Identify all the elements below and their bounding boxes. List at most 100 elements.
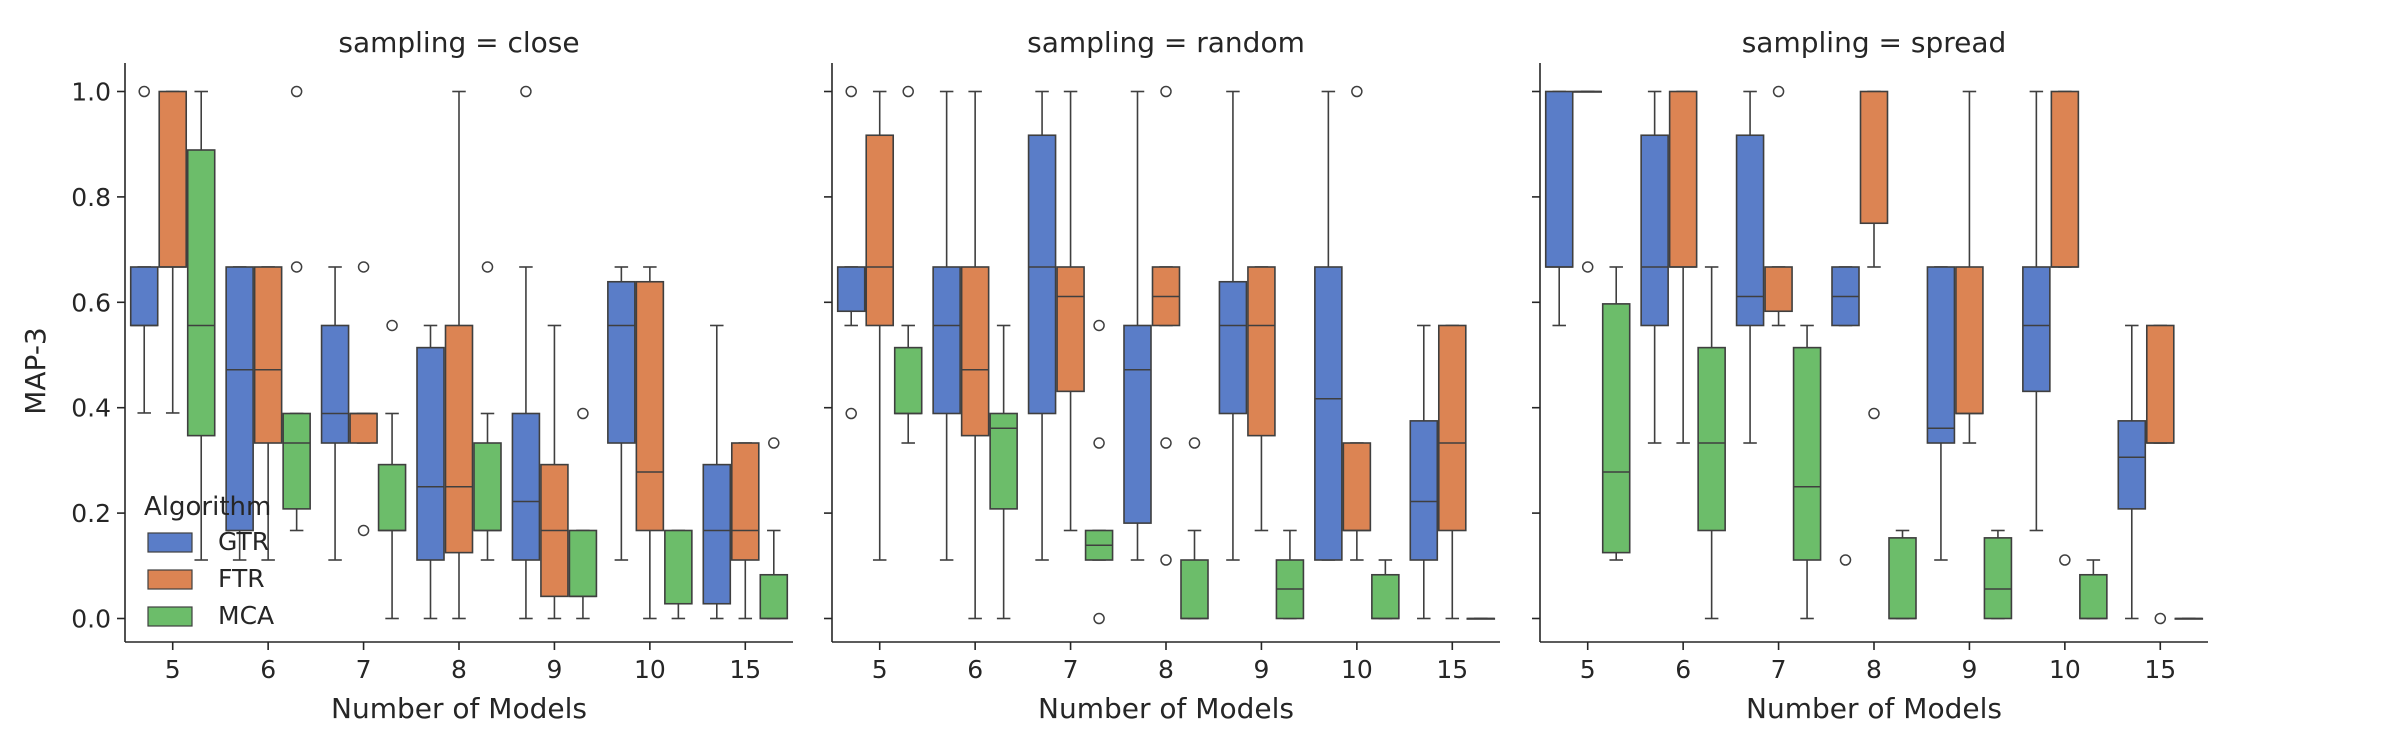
box-mca-6 xyxy=(1697,266,1726,620)
x-axis-label: Number of Models xyxy=(1038,692,1294,725)
y-axis-label: MAP-3 xyxy=(19,327,52,415)
outlier-point xyxy=(2059,554,2071,566)
box-mca-9 xyxy=(1983,529,2013,620)
outlier-point xyxy=(902,85,914,98)
box-body xyxy=(1027,134,1057,415)
box-gtr-5 xyxy=(836,85,866,420)
box-body xyxy=(225,266,254,532)
box-gtr-15 xyxy=(1409,324,1439,620)
x-tick-label: 6 xyxy=(1675,655,1691,684)
box-body xyxy=(158,90,188,268)
box-gtr-5 xyxy=(129,85,159,414)
y-tick-label: 0.4 xyxy=(71,394,111,423)
box-body xyxy=(730,442,760,561)
box-body xyxy=(1247,266,1276,437)
box-ftr-5 xyxy=(1573,90,1603,273)
legend-swatch-mca xyxy=(147,606,193,627)
legend-swatch-ftr xyxy=(147,569,193,590)
box-gtr-8 xyxy=(1123,90,1152,561)
legend: Algorithm GTR FTR MCA xyxy=(144,492,274,630)
box-ftr-9 xyxy=(1247,266,1276,532)
y-tick-label: 1.0 xyxy=(71,78,111,107)
x-tick-label: 8 xyxy=(1866,655,1882,684)
box-ftr-6 xyxy=(253,266,283,561)
outlier-point xyxy=(1160,85,1172,98)
box-gtr-15 xyxy=(2117,324,2147,620)
box-gtr-10 xyxy=(607,266,636,561)
box-body xyxy=(282,412,311,510)
box-mca-15 xyxy=(759,437,789,620)
box-ftr-15 xyxy=(730,442,760,620)
box-gtr-8 xyxy=(416,324,445,620)
box-body xyxy=(836,266,866,313)
x-tick-label: 10 xyxy=(1341,655,1373,684)
outlier-point xyxy=(138,85,150,98)
box-body xyxy=(1218,280,1248,415)
x-tick-label: 5 xyxy=(1580,655,1596,684)
x-tick-label: 8 xyxy=(451,655,467,684)
box-body xyxy=(1697,346,1726,532)
x-tick-label: 10 xyxy=(2049,655,2081,684)
x-tick-label: 6 xyxy=(260,655,276,684)
box-gtr-10 xyxy=(1314,90,1343,561)
box-mca-5 xyxy=(1601,266,1631,561)
outlier-point xyxy=(1160,554,1172,566)
box-gtr-9 xyxy=(1926,266,1956,561)
box-ftr-8 xyxy=(444,90,474,620)
outlier-point xyxy=(1351,85,1363,98)
box-body xyxy=(1668,90,1698,268)
box-gtr-9 xyxy=(511,85,541,620)
box-ftr-6 xyxy=(1668,90,1698,444)
box-body xyxy=(2022,266,2051,393)
box-ftr-15 xyxy=(2145,324,2175,625)
box-body xyxy=(416,346,445,561)
box-body xyxy=(2050,90,2080,268)
x-tick-label: 9 xyxy=(1253,655,1269,684)
panel-3: sampling = spread 5 6 7 8 9 10 15 Number of Mode… xyxy=(1532,26,2208,725)
x-tick-label: 5 xyxy=(872,655,888,684)
box-body xyxy=(702,463,732,605)
box-body xyxy=(1314,266,1343,561)
box-mca-7 xyxy=(1084,319,1114,625)
box-body xyxy=(1859,90,1889,225)
outlier-point xyxy=(845,85,857,98)
box-gtr-7 xyxy=(1027,90,1057,561)
box-mca-9 xyxy=(1275,529,1305,620)
x-axis-label: Number of Models xyxy=(331,692,587,725)
box-body xyxy=(1792,346,1822,561)
box-mca-6 xyxy=(989,324,1018,620)
panel-title: sampling = close xyxy=(338,26,579,59)
outlier-point xyxy=(1093,319,1105,332)
box-body xyxy=(1955,266,1984,415)
box-body xyxy=(664,529,693,605)
y-tick-label: 0.2 xyxy=(71,499,111,528)
panel-1: sampling = close 0.0 0.2 0.4 0.6 0.8 1.0 5 6 7 8 9 1… xyxy=(71,26,793,725)
outlier-point xyxy=(1581,261,1594,273)
outlier-point xyxy=(357,261,370,273)
box-body xyxy=(186,149,216,437)
box-ftr-7 xyxy=(1764,85,1793,327)
box-mca-8 xyxy=(1888,529,1917,620)
box-gtr-6 xyxy=(225,266,254,561)
box-body xyxy=(759,573,789,620)
box-mca-8 xyxy=(473,261,502,561)
outlier-point xyxy=(1160,437,1172,449)
outlier-point xyxy=(1093,612,1105,625)
box-body xyxy=(1926,266,1956,444)
box-body xyxy=(473,442,502,532)
box-mca-7 xyxy=(1792,324,1822,620)
x-tick-label: 5 xyxy=(165,655,181,684)
x-tick-label: 7 xyxy=(1063,655,1079,684)
x-tick-label: 15 xyxy=(2144,655,2176,684)
box-ftr-7 xyxy=(1056,90,1085,532)
panel-title: sampling = spread xyxy=(1742,26,2007,59)
box-mca-15 xyxy=(2174,617,2204,620)
box-gtr-7 xyxy=(1735,90,1765,444)
box-body xyxy=(989,412,1018,510)
box-ftr-10 xyxy=(1342,85,1372,561)
box-body xyxy=(1409,420,1439,561)
box-mca-10 xyxy=(1371,559,1400,620)
box-body xyxy=(1371,573,1400,620)
box-ftr-10 xyxy=(635,266,665,620)
